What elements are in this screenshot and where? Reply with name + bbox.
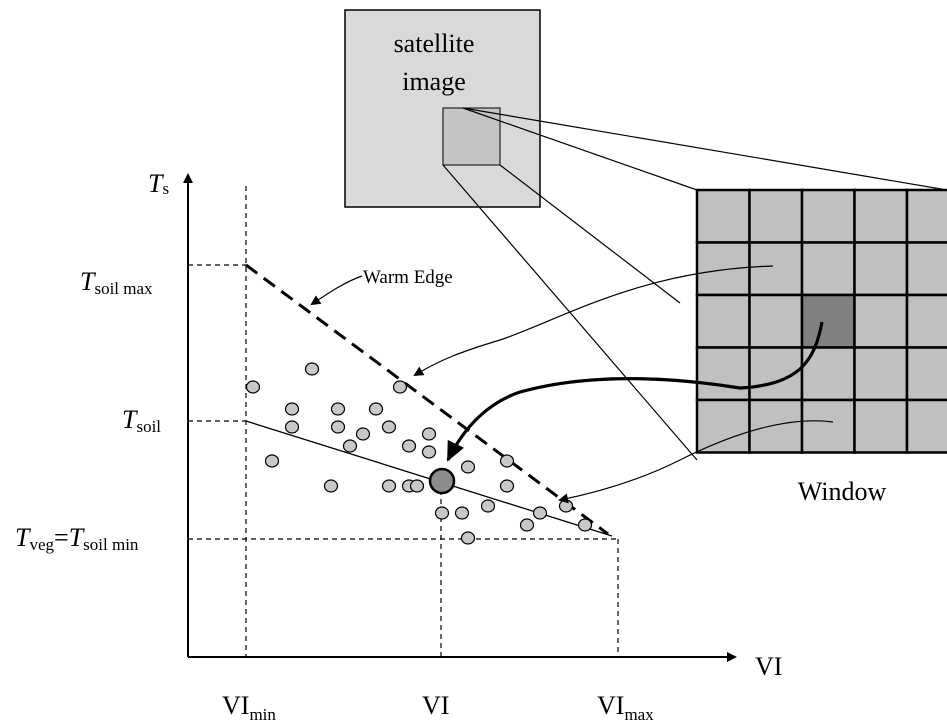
pixel-point	[454, 506, 470, 520]
tick-vi: VI	[422, 691, 449, 720]
pixel-point	[304, 362, 320, 376]
pixel-point	[392, 380, 408, 394]
pixel-point	[401, 439, 417, 453]
arrow-to-warm-edge	[413, 265, 774, 377]
pixel-point	[342, 439, 358, 453]
pixel-point	[577, 518, 593, 532]
pixel-point	[460, 531, 476, 545]
pixel-point	[355, 427, 371, 441]
window-cell	[853, 346, 909, 402]
x-axis-label: VI	[755, 652, 782, 681]
arrow-center-pixel	[446, 321, 824, 462]
window-cell	[695, 188, 751, 244]
window-cell	[905, 188, 947, 244]
satellite-image: satellite image	[344, 9, 541, 208]
pixel-point	[330, 402, 346, 416]
window-cell	[853, 188, 909, 244]
window-cell	[748, 241, 804, 297]
pixel-point	[519, 518, 535, 532]
pixel-point	[284, 420, 300, 434]
warm-edge-pointer	[310, 275, 363, 306]
satellite-label-line2: image	[402, 67, 466, 96]
window-cell	[748, 188, 804, 244]
window-label: Window	[798, 477, 887, 506]
pixel-point	[460, 460, 476, 474]
window-cell	[695, 398, 751, 454]
pixel-point	[532, 506, 548, 520]
window-cell	[853, 293, 909, 349]
warm-edge-label: Warm Edge	[363, 267, 453, 288]
window-cell	[800, 188, 856, 244]
window-cell	[905, 398, 947, 454]
window-center-cell	[800, 293, 856, 349]
pixel-point	[245, 380, 261, 394]
window-cell	[695, 346, 751, 402]
highlighted-pixel-point	[428, 467, 456, 495]
window-cell	[853, 241, 909, 297]
window-cell	[748, 398, 804, 454]
tick-tveg-tsoil-min: Tveg=Tsoil min	[15, 523, 139, 554]
tick-vi-max: VImax	[597, 691, 654, 724]
pixel-point	[499, 454, 515, 468]
tick-tsoil: Tsoil	[122, 405, 161, 436]
y-axis-label: Ts	[148, 169, 169, 198]
pixel-point	[330, 420, 346, 434]
window-cell	[695, 293, 751, 349]
pixel-point	[558, 499, 574, 513]
guide-lines	[188, 186, 619, 657]
warm-edge-line	[245, 263, 609, 536]
window-cell	[800, 398, 856, 454]
pixel-point	[499, 479, 515, 493]
pixel-point	[323, 479, 339, 493]
pixel-point	[381, 479, 397, 493]
window-cell	[748, 293, 804, 349]
window-cell	[695, 241, 751, 297]
window-cell	[905, 293, 947, 349]
pixel-point	[480, 499, 496, 513]
axes	[183, 173, 737, 662]
pixel-point	[421, 427, 437, 441]
tick-tsoil-max: Tsoil max	[80, 267, 153, 298]
pixel-point	[381, 420, 397, 434]
pixel-point	[284, 402, 300, 416]
pixel-point	[421, 445, 437, 459]
pixel-point	[434, 506, 450, 520]
satellite-label-line1: satellite	[394, 29, 475, 58]
window-grid	[695, 188, 947, 454]
tick-vi-min: VImin	[222, 691, 276, 724]
arrow-to-dry-point	[558, 420, 834, 504]
pixel-point	[368, 402, 384, 416]
window-cell	[905, 241, 947, 297]
pixel-point	[409, 479, 425, 493]
window-cell	[800, 241, 856, 297]
pixel-point	[264, 454, 280, 468]
window-cell	[905, 346, 947, 402]
window-cell	[853, 398, 909, 454]
scatter-points	[245, 362, 593, 545]
